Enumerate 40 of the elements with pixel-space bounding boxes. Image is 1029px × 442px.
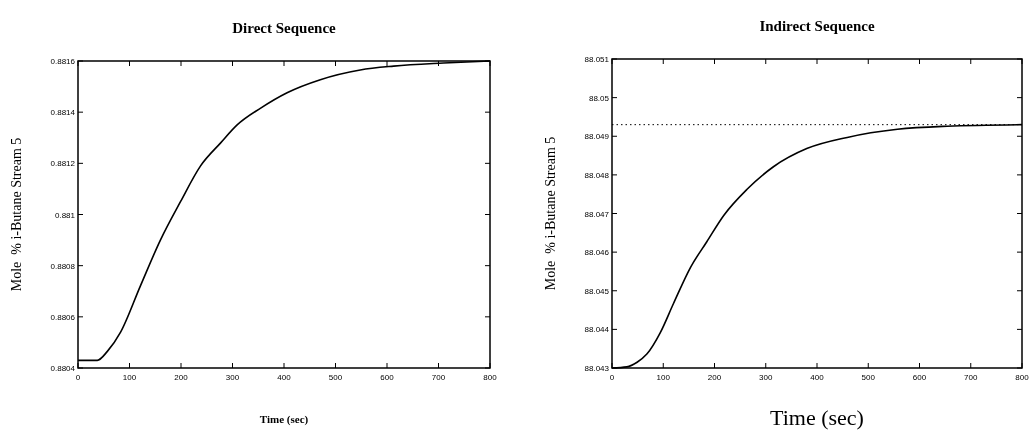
y-tick-label: 88.044 — [584, 325, 610, 335]
y-tick-label: 88.051 — [584, 55, 610, 64]
x-tick-label: 800 — [1015, 373, 1029, 382]
x-tick-label: 400 — [277, 373, 292, 382]
x-tick-label: 700 — [964, 373, 978, 382]
y-tick-label: 0.8816 — [50, 57, 76, 66]
y-tick-label: 0.8808 — [50, 261, 76, 271]
y-tick-label: 88.043 — [584, 364, 610, 373]
y-tick-label: 88.05 — [588, 93, 610, 103]
x-tick-label: 100 — [656, 373, 671, 382]
y-tick-label: 88.045 — [584, 286, 610, 296]
x-tick-label: 400 — [810, 373, 825, 382]
chart-title: Indirect Sequence — [759, 18, 875, 34]
y-axis-title: Mole % i-Butane Stream 5 — [543, 136, 558, 291]
x-tick-label: 700 — [431, 373, 446, 382]
x-tick-label: 300 — [225, 373, 240, 382]
y-tick-label: 0.8806 — [50, 312, 76, 322]
y-tick-label: 88.046 — [584, 248, 610, 258]
x-tick-label: 0 — [75, 373, 81, 382]
x-tick-label: 500 — [861, 373, 876, 382]
x-axis-title: Time (sec) — [770, 405, 864, 430]
y-tick-label: 0.881 — [54, 210, 76, 220]
x-tick-label: 800 — [483, 373, 498, 382]
x-tick-label: 200 — [174, 373, 189, 382]
y-tick-label: 0.8804 — [50, 364, 76, 373]
y-tick-label: 88.047 — [584, 209, 610, 219]
x-tick-label: 300 — [759, 373, 773, 382]
y-tick-label: 88.049 — [584, 132, 610, 142]
chart-title: Direct Sequence — [232, 20, 337, 36]
x-axis-title: Time (sec) — [259, 413, 309, 426]
y-tick-label: 88.048 — [584, 170, 610, 180]
y-tick-label: 0.8814 — [50, 108, 76, 118]
x-tick-label: 200 — [707, 373, 722, 382]
y-tick-label: 0.8812 — [50, 159, 76, 169]
x-tick-label: 0 — [609, 373, 615, 382]
y-axis-title: Mole % i-Butane Stream 5 — [9, 137, 24, 292]
x-tick-label: 600 — [380, 373, 395, 382]
x-tick-label: 100 — [122, 373, 137, 382]
x-tick-label: 500 — [328, 373, 343, 382]
x-tick-label: 600 — [912, 373, 927, 382]
